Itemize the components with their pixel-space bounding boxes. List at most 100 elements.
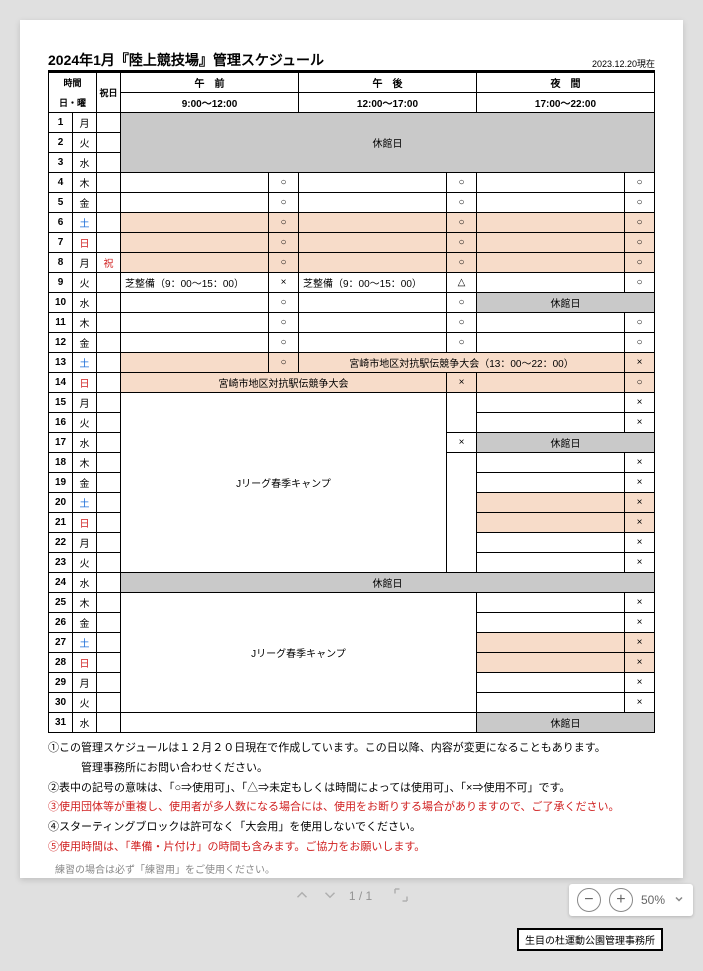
hol-cell (97, 713, 121, 733)
zoom-level: 50% (641, 893, 665, 907)
symbol-cell: ○ (269, 213, 299, 233)
dow-cell: 土 (73, 633, 97, 653)
table-row: 25 木 Jリーグ春季キャンプ × (49, 593, 655, 613)
symbol-cell: ○ (625, 193, 655, 213)
closed-cell: 休館日 (476, 713, 654, 733)
note-1: ①この管理スケジュールは１２月２０日現在で作成しています。この日以降、内容が変更… (48, 739, 655, 759)
hol-cell (97, 513, 121, 533)
hol-cell (97, 613, 121, 633)
dow-cell: 日 (73, 653, 97, 673)
symbol-cell: ○ (446, 213, 476, 233)
dow-cell: 水 (73, 293, 97, 313)
symbol-cell: ○ (446, 193, 476, 213)
event-cell: 宮崎市地区対抗駅伝競争大会 (121, 373, 447, 393)
page-down-icon[interactable] (321, 886, 339, 907)
symbol-cell: × (625, 513, 655, 533)
note-3: ③使用団体等が重複し、使用者が多人数になる場合には、使用をお断りする場合がありま… (48, 798, 655, 818)
symbol-cell: × (625, 533, 655, 553)
day-cell: 24 (49, 573, 73, 593)
day-cell: 11 (49, 313, 73, 333)
hol-cell (97, 433, 121, 453)
symbol-cell: × (625, 673, 655, 693)
table-row: 10 水 ○ ○ 休館日 (49, 293, 655, 313)
day-cell: 5 (49, 193, 73, 213)
hol-cell (97, 173, 121, 193)
dow-cell: 月 (73, 673, 97, 693)
table-row: 13 土 ○ 宮崎市地区対抗駅伝競争大会（13：00～22：00） × (49, 353, 655, 373)
table-row: 12 金 ○ ○ ○ (49, 333, 655, 353)
fit-width-icon[interactable] (392, 886, 410, 907)
symbol-cell: ○ (625, 273, 655, 293)
symbol-cell: × (446, 373, 476, 393)
table-row: 31 水 休館日 (49, 713, 655, 733)
symbol-cell: × (625, 353, 655, 373)
hol-cell (97, 133, 121, 153)
night-hours: 17:00～22:00 (476, 93, 654, 113)
symbol-cell: ○ (269, 293, 299, 313)
event-cell: Jリーグ春季キャンプ (121, 393, 447, 573)
symbol-cell: ○ (625, 373, 655, 393)
dow-cell: 日 (73, 513, 97, 533)
hol-cell (97, 193, 121, 213)
dow-cell: 土 (73, 353, 97, 373)
hol-cell (97, 373, 121, 393)
dow-cell: 水 (73, 153, 97, 173)
page-indicator: 1 / 1 (349, 889, 372, 903)
hol-cell (97, 333, 121, 353)
day-cell: 4 (49, 173, 73, 193)
symbol-cell: × (625, 473, 655, 493)
symbol-cell: ○ (625, 313, 655, 333)
event-cell: 宮崎市地区対抗駅伝競争大会（13：00～22：00） (299, 353, 625, 373)
closed-cell: 休館日 (121, 573, 655, 593)
symbol-cell: △ (446, 273, 476, 293)
dow-cell: 日 (73, 233, 97, 253)
closed-block: 休館日 (121, 113, 655, 173)
zoom-out-button[interactable]: − (577, 888, 601, 912)
zoom-in-button[interactable]: + (609, 888, 633, 912)
zoom-controls: − + 50% (569, 884, 693, 916)
afternoon-header: 午 後 (299, 73, 477, 93)
day-cell: 12 (49, 333, 73, 353)
symbol-cell: ○ (625, 173, 655, 193)
schedule-table: 時間 祝日 午 前 午 後 夜 間 日・曜 9:00～12:00 12:00～1… (48, 72, 655, 733)
day-cell: 2 (49, 133, 73, 153)
table-row: 24 水 休館日 (49, 573, 655, 593)
hol-cell (97, 413, 121, 433)
table-row: 15 月 Jリーグ春季キャンプ × (49, 393, 655, 413)
hol-cell (97, 653, 121, 673)
day-cell: 20 (49, 493, 73, 513)
dow-cell: 木 (73, 593, 97, 613)
hol-cell (97, 533, 121, 553)
symbol-cell: × (625, 693, 655, 713)
dow-cell: 木 (73, 313, 97, 333)
page-up-icon[interactable] (293, 886, 311, 907)
symbol-cell: × (625, 413, 655, 433)
morning-hours: 9:00～12:00 (121, 93, 299, 113)
event-cell: Jリーグ春季キャンプ (121, 593, 477, 713)
chevron-down-icon[interactable] (673, 893, 685, 908)
day-cell: 14 (49, 373, 73, 393)
table-row: 8 月 祝 ○ ○ ○ (49, 253, 655, 273)
table-row: 4 木 ○ ○ ○ (49, 173, 655, 193)
day-cell: 22 (49, 533, 73, 553)
day-cell: 25 (49, 593, 73, 613)
hol-cell (97, 353, 121, 373)
dow-cell: 火 (73, 553, 97, 573)
dow-cell: 土 (73, 493, 97, 513)
table-row: 11 木 ○ ○ ○ (49, 313, 655, 333)
table-row: 7 日 ○ ○ ○ (49, 233, 655, 253)
hol-cell (97, 673, 121, 693)
symbol-cell: ○ (269, 233, 299, 253)
header-row-2: 日・曜 9:00～12:00 12:00～17:00 17:00～22:00 (49, 93, 655, 113)
dow-cell: 日 (73, 373, 97, 393)
day-cell: 8 (49, 253, 73, 273)
symbol-cell: ○ (446, 233, 476, 253)
note-4: ④スターティングブロックは許可なく「大会用」を使用しないでください。 (48, 818, 655, 838)
symbol-cell: × (625, 593, 655, 613)
dow-cell: 月 (73, 533, 97, 553)
symbol-cell: ○ (446, 293, 476, 313)
hol-cell (97, 113, 121, 133)
day-cell: 9 (49, 273, 73, 293)
symbol-cell: ○ (446, 173, 476, 193)
symbol-cell: ○ (625, 253, 655, 273)
